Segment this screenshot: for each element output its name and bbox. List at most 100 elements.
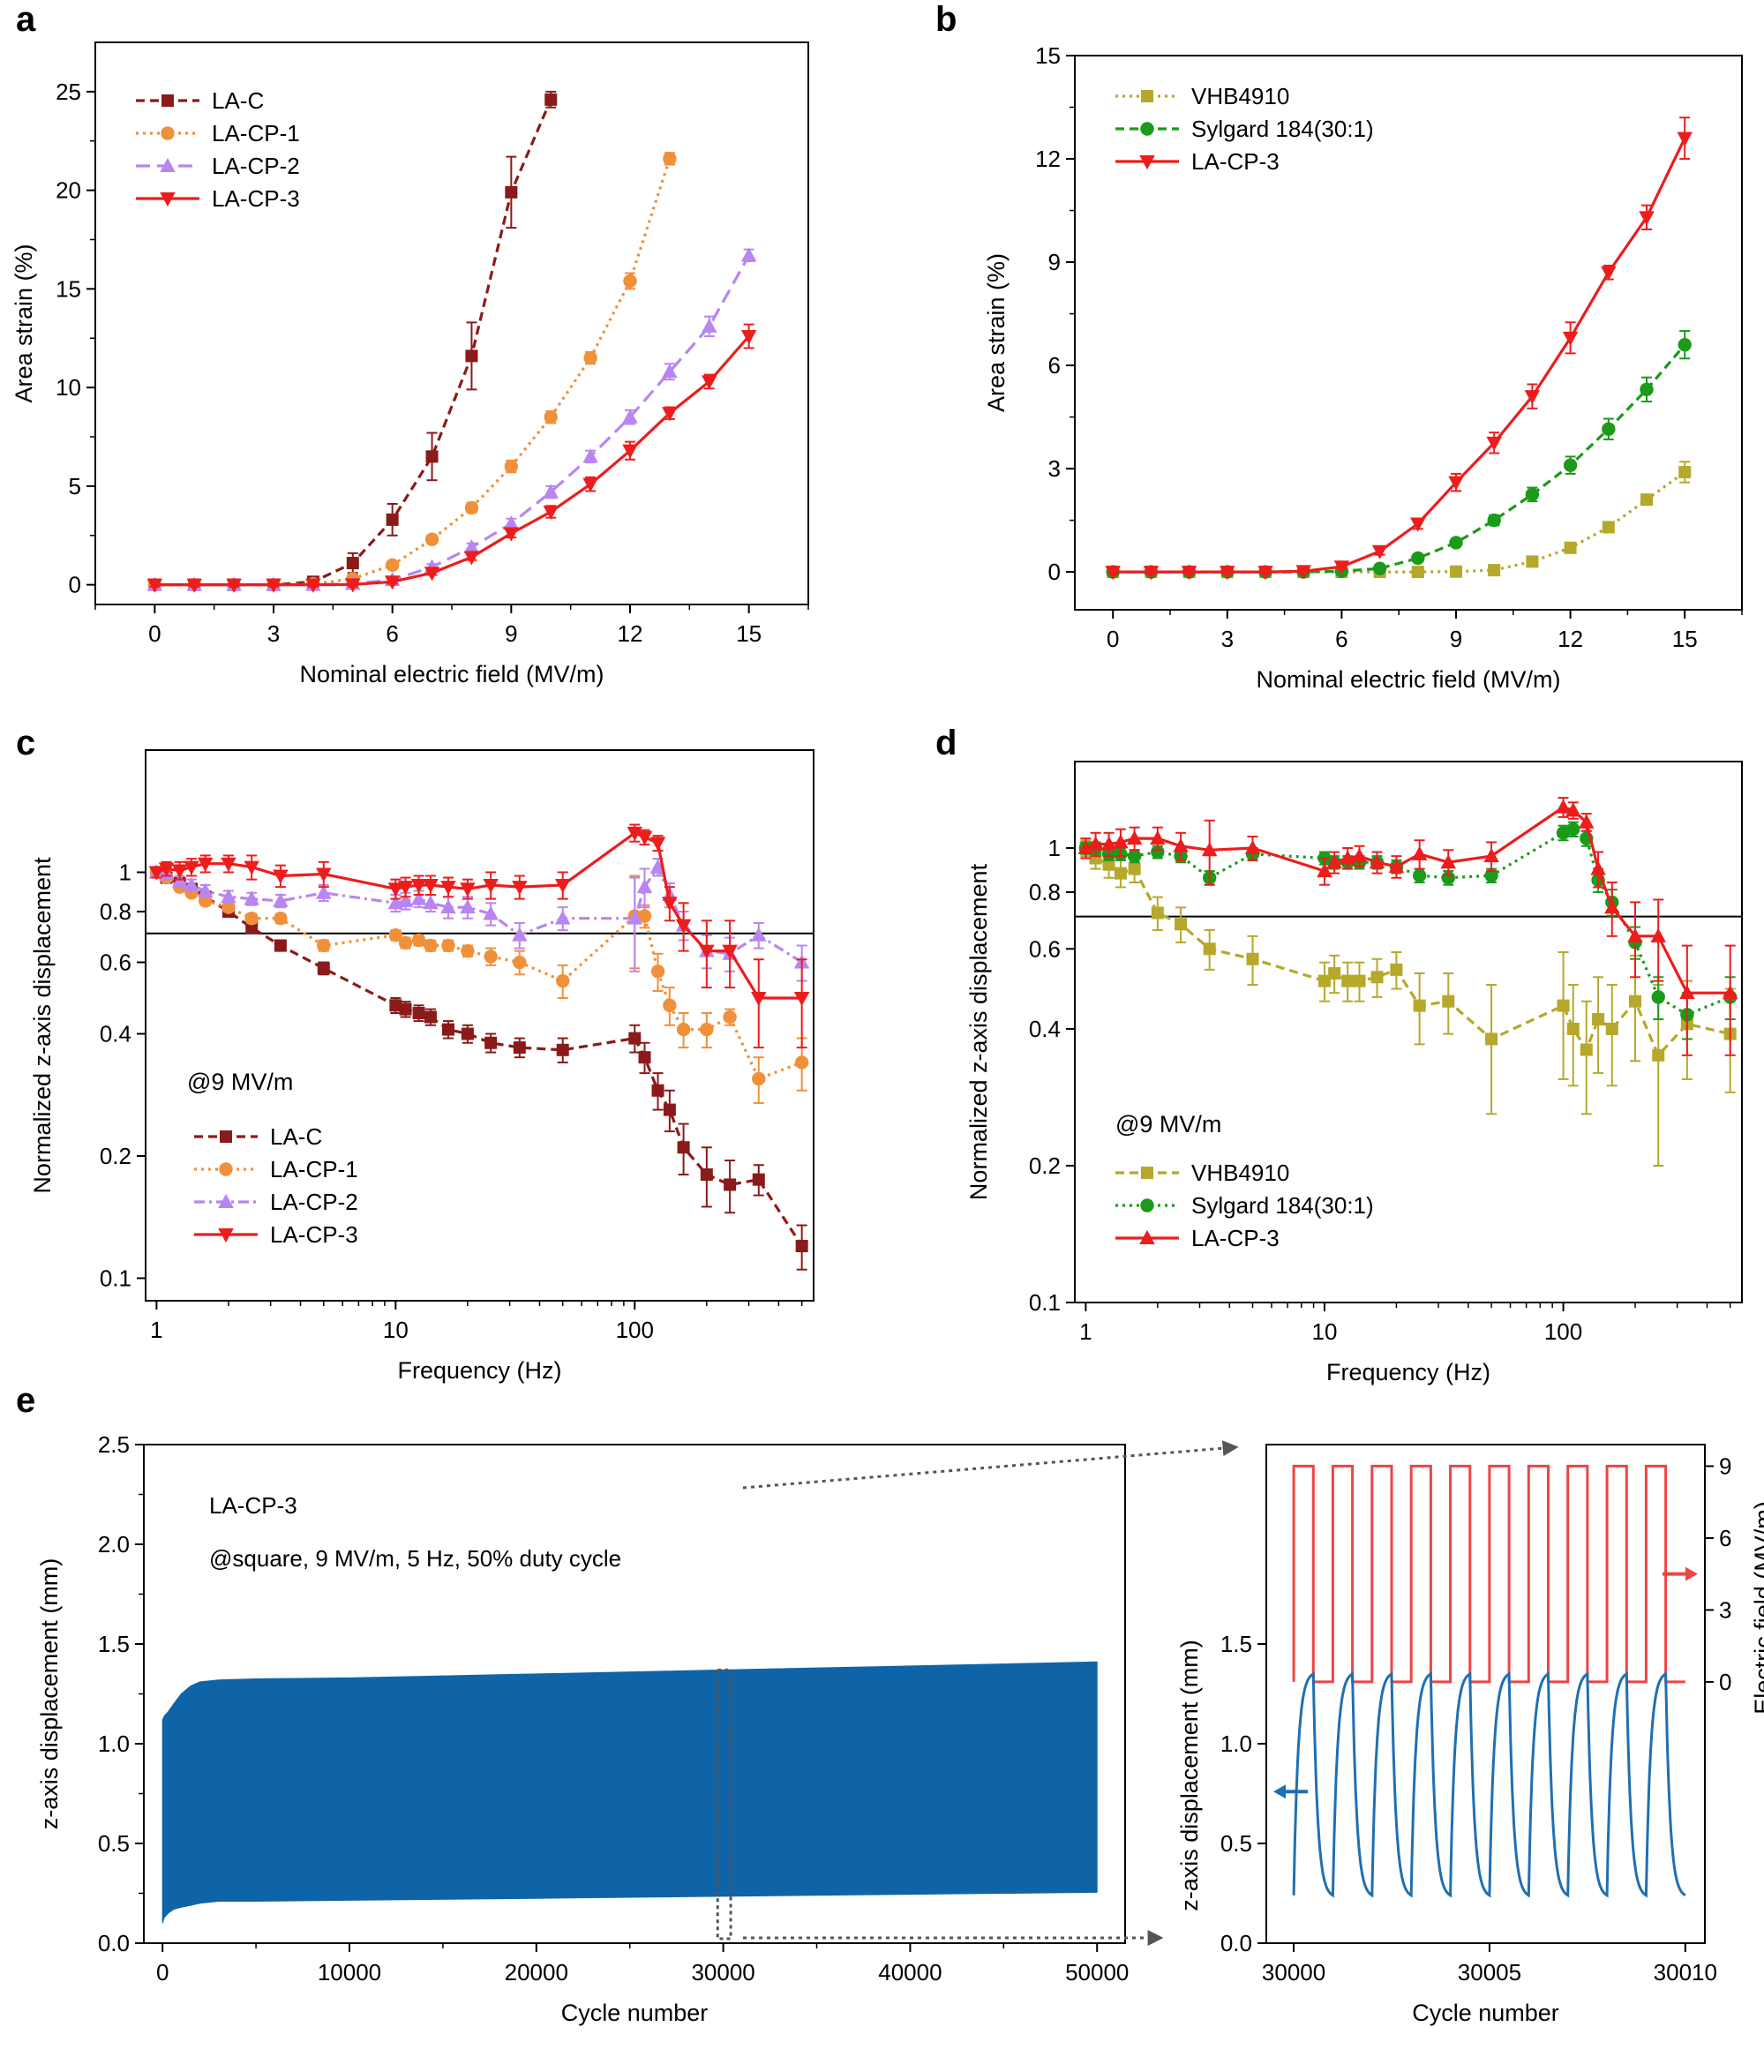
data-point xyxy=(158,862,175,877)
series-line xyxy=(1113,343,1686,574)
data-point xyxy=(505,185,518,199)
data-point xyxy=(464,500,479,515)
data-point xyxy=(1113,834,1129,849)
data-point xyxy=(627,910,643,925)
y-tick-label-left: 0.0 xyxy=(1220,1930,1252,1956)
x-tick-label: 1 xyxy=(150,1317,162,1343)
data-point xyxy=(651,1084,664,1097)
y-axis-title-right: Electric field (MV/m) xyxy=(1750,1501,1764,1715)
data-point xyxy=(244,860,259,875)
legend-label: LA-CP-1 xyxy=(270,1156,358,1182)
data-point xyxy=(226,578,242,593)
data-point xyxy=(1369,854,1385,869)
data-point xyxy=(1413,999,1426,1012)
data-point xyxy=(1105,566,1121,581)
plot-frame xyxy=(94,41,809,605)
x-tick-label: 6 xyxy=(386,620,398,647)
y-tick-label-left: 1.0 xyxy=(1220,1730,1252,1757)
data-point xyxy=(722,944,738,959)
data-point xyxy=(752,1071,766,1086)
data-point xyxy=(740,247,757,262)
y-tick-label: 12 xyxy=(1035,146,1061,172)
panel-label-c: c xyxy=(16,724,35,762)
data-point xyxy=(148,866,165,881)
data-point xyxy=(441,938,455,953)
data-point xyxy=(244,890,259,905)
data-point xyxy=(1629,995,1642,1008)
data-point xyxy=(346,557,359,570)
y-tick-label: 0 xyxy=(1048,559,1061,585)
data-point xyxy=(583,350,597,365)
data-point xyxy=(554,878,571,894)
data-point xyxy=(1565,802,1581,817)
data-point xyxy=(244,911,259,926)
data-point xyxy=(544,93,558,106)
panel-label-e: e xyxy=(16,1381,35,1420)
y-tick-label: 20 xyxy=(56,177,81,204)
x-tick-label: 12 xyxy=(618,620,643,647)
data-point xyxy=(1441,871,1455,885)
chart-e-inset: 30000 30005 30010 0.0 0.5 1.0 1.5 0 3 6 9 Cycle num… xyxy=(1176,1444,1764,2026)
series-LA-CP-1 xyxy=(147,152,677,592)
y-tick-label: 0.2 xyxy=(1029,1152,1061,1179)
x-tick-label: 9 xyxy=(1450,626,1462,652)
data-point xyxy=(650,965,665,979)
data-point xyxy=(512,927,528,942)
data-point xyxy=(460,882,476,897)
data-point xyxy=(1328,967,1341,980)
series-line xyxy=(154,158,672,587)
x-axis-title: Nominal electric field (MV/m) xyxy=(1256,666,1560,693)
data-point xyxy=(1201,842,1218,857)
data-point xyxy=(410,878,427,894)
series-line xyxy=(154,334,750,587)
legend-marker xyxy=(161,126,175,140)
x-axis-title: Frequency (Hz) xyxy=(397,1357,561,1384)
annotation: @square, 9 MV/m, 5 Hz, 50% duty cycle xyxy=(209,1545,621,1572)
y-tick-label: 15 xyxy=(56,275,81,302)
series-LA-CP-3 xyxy=(1077,797,1738,1056)
data-point xyxy=(316,867,332,882)
x-tick-label: 9 xyxy=(505,620,517,647)
data-point xyxy=(1555,799,1572,814)
data-point xyxy=(460,899,476,914)
y-tick-label: 2.5 xyxy=(98,1431,130,1458)
data-point xyxy=(441,1023,454,1036)
series-LA-CP-3 xyxy=(1105,116,1693,581)
x-tick-label: 30000 xyxy=(691,1959,754,1986)
plot-frame xyxy=(1074,55,1743,611)
data-point xyxy=(1605,1022,1618,1035)
data-point xyxy=(316,884,332,899)
data-point xyxy=(1326,854,1342,869)
legend-label: LA-C xyxy=(270,1123,322,1150)
data-point xyxy=(1557,999,1570,1012)
data-point xyxy=(543,484,559,499)
data-point xyxy=(387,882,404,897)
data-point xyxy=(1100,836,1117,851)
y-tick-label-right: 3 xyxy=(1719,1596,1731,1623)
data-point xyxy=(503,527,520,542)
x-tick-label: 3 xyxy=(267,620,280,647)
data-point xyxy=(463,539,480,554)
data-point xyxy=(649,837,666,852)
data-point xyxy=(543,505,559,521)
data-point xyxy=(1341,974,1355,987)
data-point xyxy=(1442,995,1455,1008)
data-point xyxy=(384,575,401,590)
data-point xyxy=(424,1010,437,1024)
data-point xyxy=(1722,985,1738,1000)
data-point xyxy=(1353,974,1366,987)
data-point xyxy=(1128,862,1141,875)
data-point xyxy=(184,876,199,891)
data-point xyxy=(1181,566,1197,581)
y-tick-label: 25 xyxy=(56,79,81,105)
data-point xyxy=(440,881,456,896)
data-point xyxy=(389,999,402,1012)
data-point xyxy=(1114,867,1127,880)
y-tick-label: 0.6 xyxy=(100,950,131,976)
data-point xyxy=(1440,854,1457,869)
data-point xyxy=(554,910,571,925)
legend-label: LA-CP-3 xyxy=(1191,1225,1280,1251)
series-line xyxy=(154,254,751,587)
data-point xyxy=(1486,436,1502,451)
data-point xyxy=(1257,566,1273,581)
